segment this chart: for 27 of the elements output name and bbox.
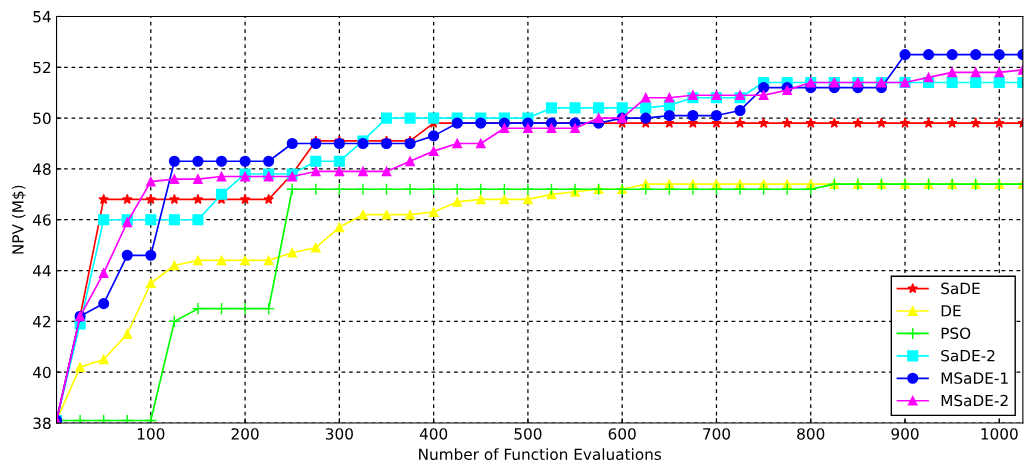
- x-axis-title: Number of Function Evaluations: [419, 448, 662, 461]
- x-tick-label: 700: [703, 428, 731, 440]
- x-tick-label: 900: [891, 428, 919, 440]
- x-tick-label: 600: [608, 428, 636, 440]
- legend-label: DE: [941, 305, 961, 317]
- y-axis-title: NPV (M$): [11, 185, 26, 254]
- y-tick-label: 40: [32, 366, 51, 379]
- x-tick-label: 200: [231, 428, 259, 440]
- x-tick-label: 100: [137, 428, 165, 440]
- y-tick-label: 54: [33, 11, 51, 23]
- legend-label: MSaDE-1: [941, 372, 1008, 384]
- y-tick-label: 38: [33, 417, 51, 430]
- y-tick-label: 42: [32, 315, 51, 328]
- legend-label: PSO: [941, 327, 971, 340]
- y-tick-label: 52: [33, 61, 51, 74]
- x-tick-label: 1000: [981, 428, 1018, 440]
- x-tick-label: 300: [325, 428, 353, 440]
- x-tick-label: 400: [419, 428, 448, 440]
- x-tick-label: 500: [514, 428, 542, 440]
- y-tick-label: 48: [32, 163, 51, 175]
- legend-label: MSaDE-2: [941, 394, 1008, 407]
- y-tick-label: 46: [32, 214, 51, 226]
- legend-label: SaDE-2: [941, 349, 995, 362]
- y-tick-label: 44: [32, 265, 51, 277]
- y-tick-label: 50: [33, 112, 51, 125]
- legend-label: SaDE: [941, 282, 980, 295]
- x-tick-label: 800: [797, 428, 825, 440]
